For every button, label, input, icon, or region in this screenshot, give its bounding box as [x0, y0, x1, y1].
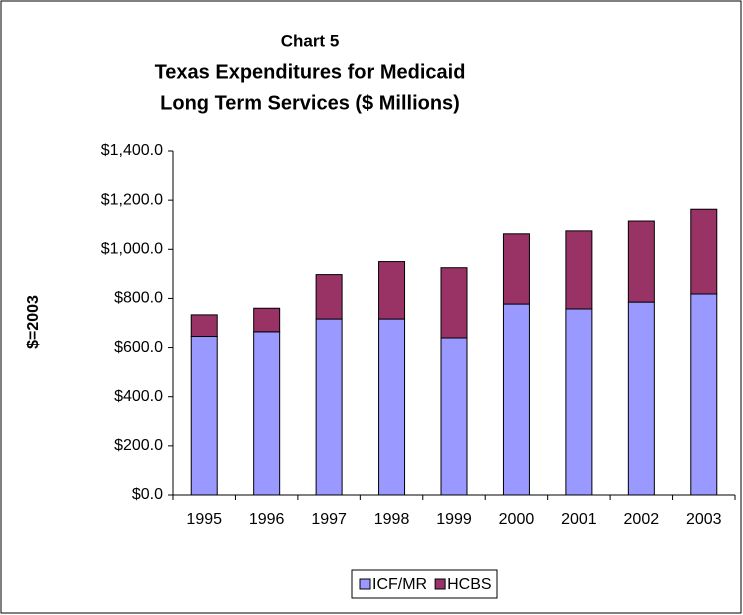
y-axis-label: $=2003 [25, 295, 42, 349]
legend-label: HCBS [447, 576, 491, 593]
x-tick-label: 1995 [186, 511, 222, 528]
bar-segment [190, 336, 218, 496]
x-tick-label: 2003 [686, 511, 722, 528]
bar-segment [690, 293, 718, 496]
y-tick-label: $800.0 [114, 290, 163, 307]
y-tick-label: $1,000.0 [101, 241, 163, 258]
y-tick-label: $200.0 [114, 437, 163, 454]
x-tick-label: 1999 [436, 511, 472, 528]
bar-segment [378, 261, 406, 320]
bar-segment [315, 274, 343, 320]
x-tick-label: 1998 [374, 511, 410, 528]
bar-segment [627, 220, 655, 303]
bar-segment [627, 301, 655, 496]
chart-title: Texas Expenditures for Medicaid [155, 61, 466, 83]
legend-label: ICF/MR [372, 576, 427, 593]
bar-segment [502, 233, 530, 305]
bar-segment [565, 230, 593, 310]
bar-segment [253, 331, 281, 496]
y-tick-label: $1,200.0 [101, 191, 163, 208]
bar-segment [690, 208, 718, 295]
chart-title: Long Term Services ($ Millions) [160, 92, 460, 114]
bar-segment [440, 337, 468, 496]
y-tick-label: $400.0 [114, 388, 163, 405]
legend-swatch [434, 578, 446, 590]
bar-segment [440, 267, 468, 339]
bar-segment [565, 308, 593, 496]
bar-segment [502, 303, 530, 496]
x-tick-label: 2000 [499, 511, 535, 528]
y-tick-label: $0.0 [132, 486, 163, 503]
bar-segment [315, 318, 343, 496]
chart-title: Chart 5 [281, 31, 340, 50]
x-tick-label: 1996 [249, 511, 285, 528]
legend-box [351, 569, 498, 599]
x-tick-label: 2002 [624, 511, 660, 528]
x-tick-label: 1997 [311, 511, 347, 528]
bar-segment [190, 314, 218, 338]
y-tick-label: $1,400.0 [101, 142, 163, 159]
bar-segment [378, 318, 406, 496]
x-tick-label: 2001 [561, 511, 597, 528]
y-tick-label: $600.0 [114, 339, 163, 356]
legend-swatch [359, 578, 371, 590]
bar-segment [253, 307, 281, 333]
